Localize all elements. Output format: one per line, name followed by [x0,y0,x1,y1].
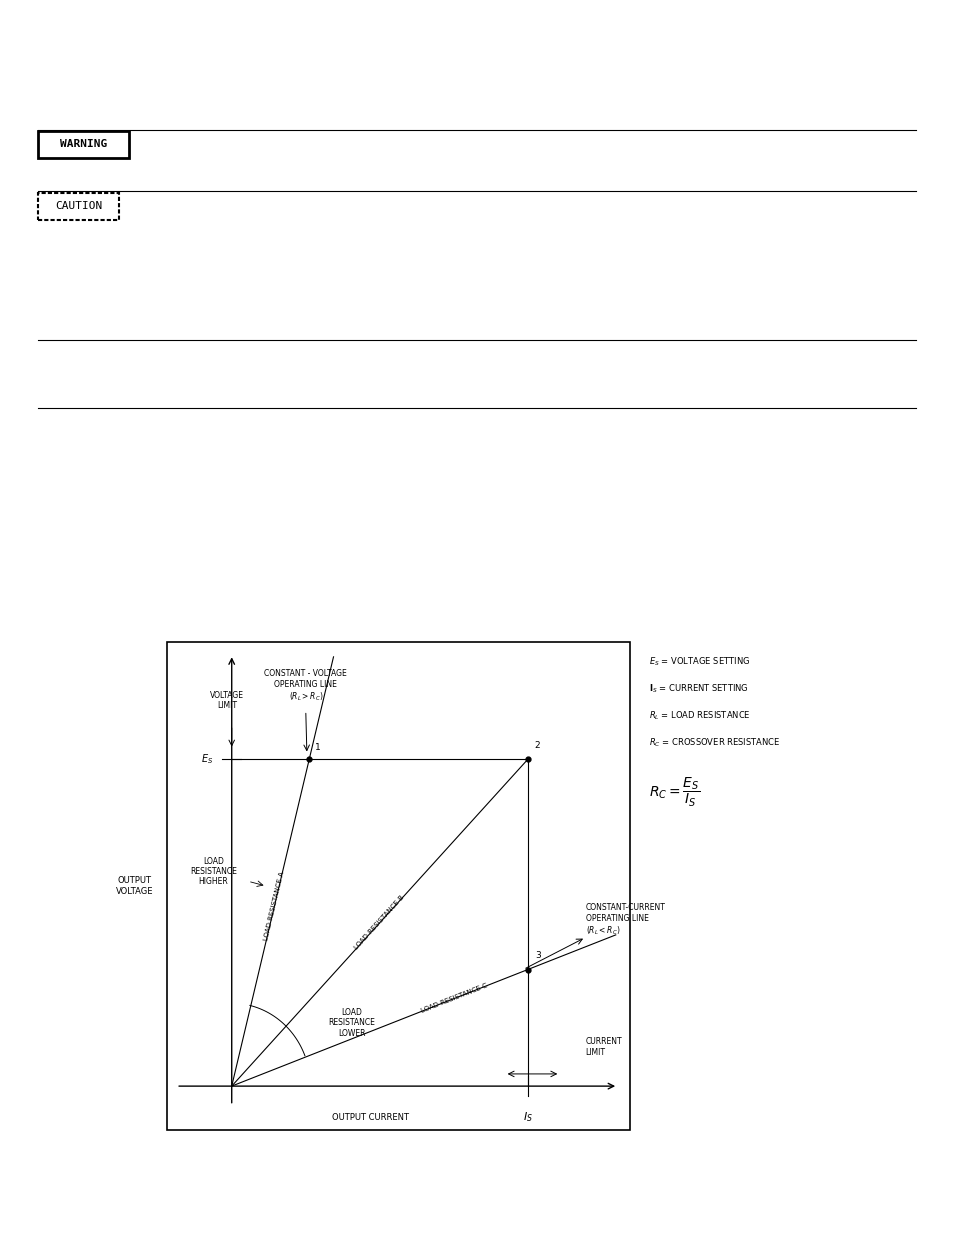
Text: CONSTANT-CURRENT
OPERATING LINE
$(R_L < R_C)$: CONSTANT-CURRENT OPERATING LINE $(R_L < … [585,904,665,937]
Text: LOAD
RESISTANCE
HIGHER: LOAD RESISTANCE HIGHER [190,857,236,887]
Text: $R_L$ = LOAD RESISTANCE: $R_L$ = LOAD RESISTANCE [648,710,750,722]
Text: 2: 2 [535,741,539,750]
Text: $E_S$: $E_S$ [201,752,213,766]
Text: $E_S$ = VOLTAGE SETTING: $E_S$ = VOLTAGE SETTING [648,656,749,668]
Text: OUTPUT
VOLTAGE: OUTPUT VOLTAGE [115,877,153,895]
Text: $R_C$ = CROSSOVER RESISTANCE: $R_C$ = CROSSOVER RESISTANCE [648,737,780,750]
Text: WARNING: WARNING [60,140,107,149]
Text: LOAD RESISTANCE B: LOAD RESISTANCE B [354,894,405,951]
Text: LOAD RESISTANCE C: LOAD RESISTANCE C [420,983,488,1014]
Text: $R_C = \dfrac{E_S}{I_S}$: $R_C = \dfrac{E_S}{I_S}$ [648,776,700,809]
Text: $I_S$: $I_S$ [522,1110,533,1124]
Text: CAUTION: CAUTION [55,201,102,211]
Text: CURRENT
LIMIT: CURRENT LIMIT [585,1037,621,1057]
Bar [38,193,119,220]
Text: VOLTAGE
LIMIT: VOLTAGE LIMIT [210,692,244,710]
Bar [167,642,629,1130]
Text: CONSTANT - VOLTAGE
OPERATING LINE
$(R_L > R_C)$: CONSTANT - VOLTAGE OPERATING LINE $(R_L … [264,669,347,703]
Bar [38,131,129,158]
Text: 1: 1 [314,743,320,752]
Text: LOAD
RESISTANCE
LOWER: LOAD RESISTANCE LOWER [328,1008,375,1037]
Text: OUTPUT CURRENT: OUTPUT CURRENT [332,1113,409,1123]
Text: LOAD RESISTANCE A: LOAD RESISTANCE A [263,871,285,941]
Text: 3: 3 [535,951,540,960]
Text: $\mathbf{I}_S$ = CURRENT SETTING: $\mathbf{I}_S$ = CURRENT SETTING [648,683,748,695]
